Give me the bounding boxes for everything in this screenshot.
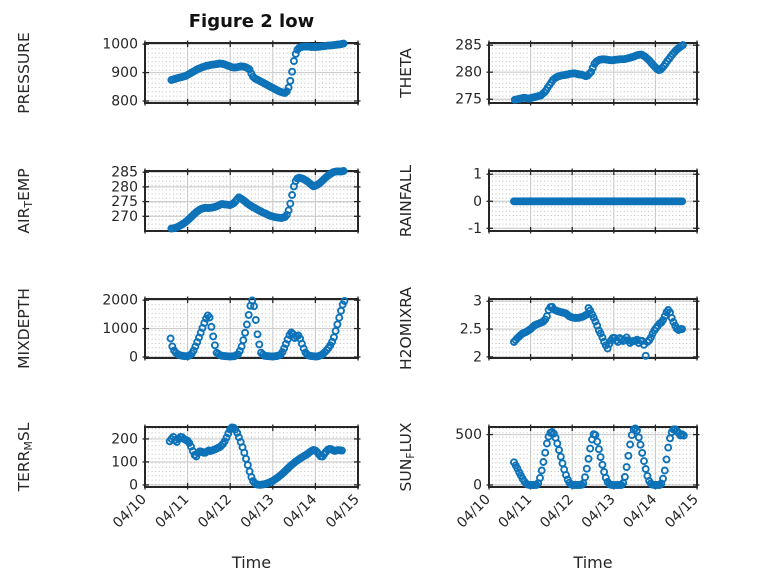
tick-marks-terr-msl — [142, 424, 361, 490]
tick-marks-h2omixra — [486, 296, 700, 361]
svg-text:1: 1 — [473, 167, 482, 183]
tick-marks-theta — [486, 40, 700, 106]
xaxis-label-right-column: Time — [573, 553, 613, 572]
svg-text:04/14: 04/14 — [280, 491, 320, 531]
y-tick-labels-theta: 275 280 285 — [455, 38, 482, 108]
svg-text:04/11: 04/11 — [153, 492, 193, 532]
tick-marks-pressure — [142, 40, 361, 106]
data-series-pressure — [167, 39, 348, 97]
y-tick-labels-sun-flux: 0 500 — [455, 427, 482, 493]
data-series-sun-flux — [510, 424, 688, 489]
x-tick-labels-col0: 04/10 04/11 04/12 04/13 04/14 04/15 — [110, 491, 363, 531]
y-axis-label-theta: THETA — [397, 48, 415, 99]
y-axis-label-air-temp: AIRTEMP — [15, 168, 35, 233]
svg-text:280: 280 — [111, 179, 138, 195]
svg-text:900: 900 — [111, 65, 138, 81]
data-series-rainfall — [510, 197, 687, 206]
data-series-air-temp — [167, 167, 348, 233]
svg-text:-1: -1 — [468, 221, 482, 237]
plot-box-sun-flux — [488, 426, 698, 488]
y-tick-labels-h2omixra: 22.53 — [460, 294, 482, 366]
svg-text:285: 285 — [455, 38, 482, 54]
data-series-terr-msl — [165, 423, 346, 489]
y-tick-labels-terr-msl: 0 100 200 — [111, 431, 138, 493]
svg-text:2000: 2000 — [102, 293, 138, 309]
y-axis-label-sun-flux: SUNFLUX — [397, 422, 417, 491]
svg-text:275: 275 — [111, 194, 138, 210]
plot-box-theta — [488, 42, 698, 104]
major-grid-pressure — [145, 43, 358, 103]
y-axis-label-h2omixra: H2OMIXRA — [397, 287, 415, 370]
svg-text:500: 500 — [455, 427, 482, 443]
minor-grid-h2omixra — [491, 300, 695, 357]
svg-text:1000: 1000 — [102, 37, 138, 53]
svg-text:200: 200 — [111, 431, 138, 447]
svg-text:2: 2 — [473, 349, 482, 365]
svg-text:275: 275 — [455, 92, 482, 108]
svg-text:04/12: 04/12 — [195, 492, 235, 532]
svg-text:3: 3 — [473, 294, 482, 310]
data-series-h2omixra — [510, 302, 687, 360]
svg-text:04/10: 04/10 — [454, 492, 494, 532]
svg-text:04/14: 04/14 — [620, 491, 660, 531]
subplot-rainfall: -1 0 1 RAINFALL — [397, 164, 700, 237]
data-series-mixdepth — [166, 296, 349, 361]
svg-text:04/15: 04/15 — [662, 492, 702, 532]
subplot-mixdepth: 0 1000 2000 MIXDEPTH — [15, 288, 361, 369]
svg-text:100: 100 — [111, 454, 138, 470]
svg-text:04/13: 04/13 — [238, 492, 278, 532]
tick-marks-air-temp — [142, 168, 361, 234]
tick-marks-rainfall — [486, 168, 700, 234]
svg-text:0: 0 — [129, 350, 138, 366]
svg-text:04/13: 04/13 — [579, 492, 619, 532]
major-grid-air-temp — [145, 171, 358, 231]
y-axis-label-rainfall: RAINFALL — [397, 164, 415, 237]
svg-text:0: 0 — [129, 477, 138, 493]
y-axis-label-pressure: PRESSURE — [15, 32, 33, 114]
svg-text:270: 270 — [111, 209, 138, 225]
subplot-theta: 275 280 285 THETA — [397, 38, 700, 108]
svg-text:280: 280 — [455, 65, 482, 81]
svg-text:2.5: 2.5 — [460, 322, 482, 338]
svg-text:0: 0 — [473, 194, 482, 210]
x-tick-labels-col1: 04/10 04/11 04/12 04/13 04/14 04/15 — [454, 491, 702, 531]
svg-text:04/10: 04/10 — [110, 492, 150, 532]
subplot-pressure: 800 900 1000 PRESSURE — [15, 32, 361, 114]
svg-text:800: 800 — [111, 94, 138, 110]
plot-box-terr-msl — [144, 426, 359, 488]
svg-text:285: 285 — [111, 165, 138, 181]
svg-text:04/15: 04/15 — [323, 492, 363, 532]
figure-title: Figure 2 low — [188, 11, 315, 32]
y-axis-label-terr-msl: TERRMSL — [15, 422, 35, 492]
y-axis-label-mixdepth: MIXDEPTH — [15, 288, 33, 369]
svg-text:1000: 1000 — [102, 321, 138, 337]
data-series-theta — [510, 41, 687, 104]
y-tick-labels-pressure: 800 900 1000 — [102, 37, 138, 110]
xaxis-label-left-column: Time — [231, 553, 272, 572]
svg-text:0: 0 — [473, 477, 482, 493]
y-tick-labels-rainfall: -1 0 1 — [468, 167, 482, 237]
y-tick-labels-mixdepth: 0 1000 2000 — [102, 293, 138, 366]
subplot-sun-flux: 0 500 SUNFLUX 04/10 04/11 04/12 04/13 04/14 04/1… — [397, 422, 702, 531]
svg-text:04/11: 04/11 — [496, 492, 536, 532]
svg-text:04/12: 04/12 — [537, 492, 577, 532]
